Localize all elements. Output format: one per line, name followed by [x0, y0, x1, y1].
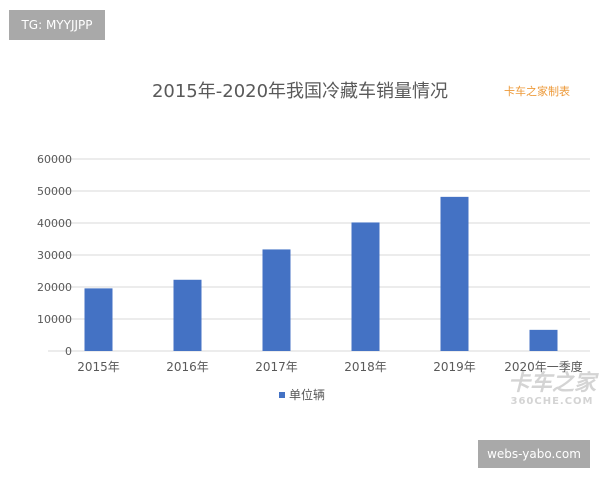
x-tick-label: 2019年: [433, 360, 476, 374]
y-tick-label: 30000: [37, 249, 72, 262]
bar: [262, 249, 291, 351]
bar: [351, 222, 380, 351]
y-tick-label: 60000: [37, 153, 72, 166]
x-tick-label: 2016年: [166, 360, 209, 374]
x-tick-label: 2018年: [344, 360, 387, 374]
watermark-logo: 卡车之家 360CHE.COM: [508, 371, 597, 408]
x-tick-label: 2015年: [77, 360, 120, 374]
bar: [84, 288, 113, 351]
y-tick-label: 20000: [37, 281, 72, 294]
x-tick-label: 2017年: [255, 360, 298, 374]
chart-subtitle: 卡车之家制表: [504, 84, 570, 98]
y-tick-label: 40000: [37, 217, 72, 230]
x-tick-label: 2020年一季度: [504, 359, 583, 374]
chart-title: 2015年-2020年我国冷藏车销量情况: [152, 81, 448, 102]
y-tick-label: 50000: [37, 185, 72, 198]
legend-label: 单位辆: [289, 387, 325, 402]
bar: [529, 329, 558, 351]
bar: [440, 196, 469, 351]
tg-badge: TG: MYYJJPP: [9, 10, 105, 40]
y-tick-label: 0: [65, 345, 72, 358]
legend: 单位辆: [279, 387, 325, 402]
legend-swatch: [279, 392, 285, 398]
y-tick-label: 10000: [37, 313, 72, 326]
bar: [173, 279, 202, 351]
site-badge: webs-yabo.com: [478, 440, 590, 468]
